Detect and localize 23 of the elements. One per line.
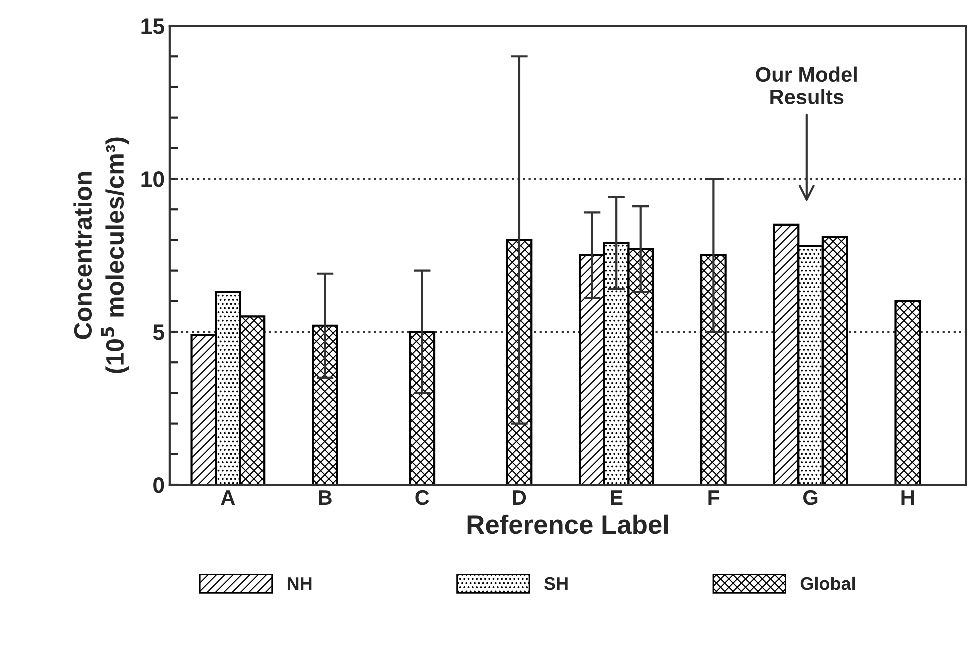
- y-tick-label: 5: [153, 324, 164, 340]
- x-tick-label: B: [319, 490, 332, 505]
- bar: [700, 254, 727, 485]
- y-axis-title: Concentration (10$^{5}$ molecules/cm³): [74, 138, 130, 374]
- bar: [312, 324, 338, 485]
- bar: [894, 300, 922, 485]
- x-tick-label: C: [416, 490, 430, 506]
- legend-label: SH: [544, 577, 568, 590]
- annotation: Our Model Results: [756, 66, 857, 105]
- legend-label: Global: [800, 576, 856, 590]
- y-tick-label: 10: [142, 172, 164, 188]
- x-tick-label: G: [804, 490, 818, 506]
- x-tick-label: E: [611, 490, 623, 505]
- y-tick-label: 15: [142, 18, 164, 34]
- x-tick-label: F: [708, 490, 720, 505]
- x-axis-title: Reference Label: [468, 514, 668, 534]
- bar: [409, 330, 436, 485]
- x-tick-label: A: [221, 490, 236, 505]
- x-tick-label: H: [902, 490, 914, 505]
- y-tick-label: 0: [154, 478, 164, 494]
- bar: [506, 239, 533, 485]
- x-tick-label: D: [513, 490, 526, 505]
- legend-label: NH: [288, 578, 312, 590]
